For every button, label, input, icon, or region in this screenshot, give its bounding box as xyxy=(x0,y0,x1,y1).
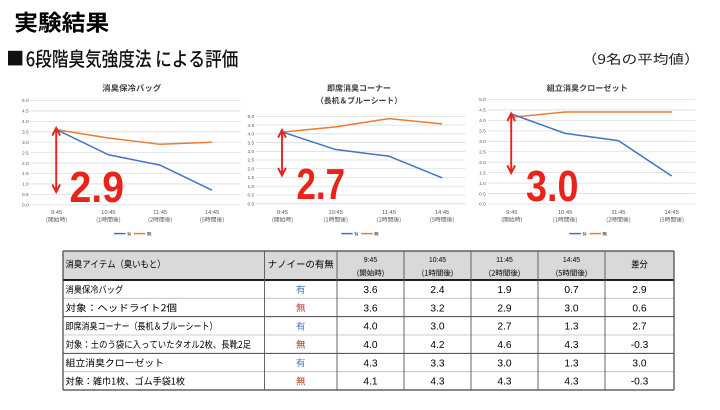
svg-text:11:45: 11:45 xyxy=(382,210,396,216)
svg-text:9:45: 9:45 xyxy=(506,210,517,216)
svg-text:4.0: 4.0 xyxy=(22,119,29,125)
svg-text:4.3: 4.3 xyxy=(564,377,578,388)
svg-text:3.0: 3.0 xyxy=(479,139,486,145)
svg-text:10:45: 10:45 xyxy=(328,210,343,216)
svg-text:3.5: 3.5 xyxy=(22,129,29,135)
svg-text:1.5: 1.5 xyxy=(22,171,29,177)
svg-text:2.0: 2.0 xyxy=(479,160,486,166)
svg-text:3.0: 3.0 xyxy=(526,163,579,211)
svg-text:5.0: 5.0 xyxy=(22,98,29,104)
svg-text:2.0: 2.0 xyxy=(248,166,255,172)
svg-text:5.0: 5.0 xyxy=(479,97,486,103)
svg-text:2.9: 2.9 xyxy=(632,285,646,296)
svg-text:4.5: 4.5 xyxy=(248,123,255,129)
svg-text:1.9: 1.9 xyxy=(497,285,511,296)
svg-text:3.5: 3.5 xyxy=(479,129,486,135)
svg-text:11:45: 11:45 xyxy=(496,257,513,264)
svg-text:-0.3: -0.3 xyxy=(631,377,649,388)
svg-text:9:45: 9:45 xyxy=(51,210,62,216)
svg-text:4.0: 4.0 xyxy=(479,118,486,124)
svg-text:11:45: 11:45 xyxy=(153,210,167,216)
svg-text:10:45: 10:45 xyxy=(101,210,116,216)
svg-text:4.0: 4.0 xyxy=(363,322,377,333)
svg-text:2.5: 2.5 xyxy=(479,149,486,155)
svg-text:3.6: 3.6 xyxy=(363,303,377,314)
svg-text:4.2: 4.2 xyxy=(430,340,444,351)
svg-text:0.6: 0.6 xyxy=(632,303,646,314)
svg-text:3.5: 3.5 xyxy=(248,140,255,146)
svg-text:9:45: 9:45 xyxy=(277,210,288,216)
svg-text:4.3: 4.3 xyxy=(363,358,377,369)
svg-text:4.1: 4.1 xyxy=(363,377,377,388)
svg-text:4.0: 4.0 xyxy=(248,132,255,138)
svg-text:4.3: 4.3 xyxy=(497,377,511,388)
svg-text:5.0: 5.0 xyxy=(248,114,255,120)
svg-text:14:45: 14:45 xyxy=(563,257,580,264)
svg-text:3.0: 3.0 xyxy=(248,149,255,155)
svg-text:3.0: 3.0 xyxy=(632,358,646,369)
svg-text:2.9: 2.9 xyxy=(497,303,511,314)
svg-text:1.5: 1.5 xyxy=(248,175,255,181)
svg-text:1.0: 1.0 xyxy=(479,181,486,187)
svg-text:2.5: 2.5 xyxy=(248,158,255,164)
svg-text:3.0: 3.0 xyxy=(564,303,578,314)
svg-text:11:45: 11:45 xyxy=(611,210,625,216)
svg-text:14:45: 14:45 xyxy=(435,210,450,216)
svg-text:2.4: 2.4 xyxy=(430,285,444,296)
svg-text:10:45: 10:45 xyxy=(558,210,573,216)
svg-text:2.5: 2.5 xyxy=(22,150,29,156)
svg-text:4.5: 4.5 xyxy=(479,108,486,114)
svg-text:2.7: 2.7 xyxy=(497,322,511,333)
svg-text:9:45: 9:45 xyxy=(364,257,378,264)
svg-text:1.5: 1.5 xyxy=(479,170,486,176)
svg-text:1.0: 1.0 xyxy=(248,184,255,190)
svg-text:-0.3: -0.3 xyxy=(631,340,649,351)
svg-text:2.7: 2.7 xyxy=(632,322,646,333)
svg-text:0.5: 0.5 xyxy=(22,192,29,198)
svg-text:3.2: 3.2 xyxy=(430,303,444,314)
svg-text:14:45: 14:45 xyxy=(664,210,679,216)
svg-text:4.3: 4.3 xyxy=(430,377,444,388)
svg-text:10:45: 10:45 xyxy=(429,257,446,264)
svg-text:3.0: 3.0 xyxy=(22,140,29,146)
svg-text:4.6: 4.6 xyxy=(497,340,511,351)
svg-text:2.7: 2.7 xyxy=(297,161,346,209)
svg-text:1.3: 1.3 xyxy=(564,322,578,333)
svg-text:4.0: 4.0 xyxy=(363,340,377,351)
svg-text:1.3: 1.3 xyxy=(564,358,578,369)
svg-text:0.0: 0.0 xyxy=(248,201,255,207)
svg-text:1.0: 1.0 xyxy=(22,182,29,188)
svg-text:0.7: 0.7 xyxy=(564,285,578,296)
svg-text:3.0: 3.0 xyxy=(497,358,511,369)
svg-text:2.0: 2.0 xyxy=(22,161,29,167)
svg-text:3.0: 3.0 xyxy=(430,322,444,333)
svg-text:4.5: 4.5 xyxy=(22,109,29,115)
svg-text:0.0: 0.0 xyxy=(479,202,486,208)
svg-text:0.5: 0.5 xyxy=(248,193,255,199)
svg-text:4.3: 4.3 xyxy=(564,340,578,351)
svg-text:0.0: 0.0 xyxy=(22,203,29,209)
svg-text:3.6: 3.6 xyxy=(363,285,377,296)
svg-text:0.5: 0.5 xyxy=(479,191,486,197)
svg-text:2.9: 2.9 xyxy=(70,164,125,212)
svg-text:14:45: 14:45 xyxy=(205,210,220,216)
svg-text:3.3: 3.3 xyxy=(430,358,444,369)
